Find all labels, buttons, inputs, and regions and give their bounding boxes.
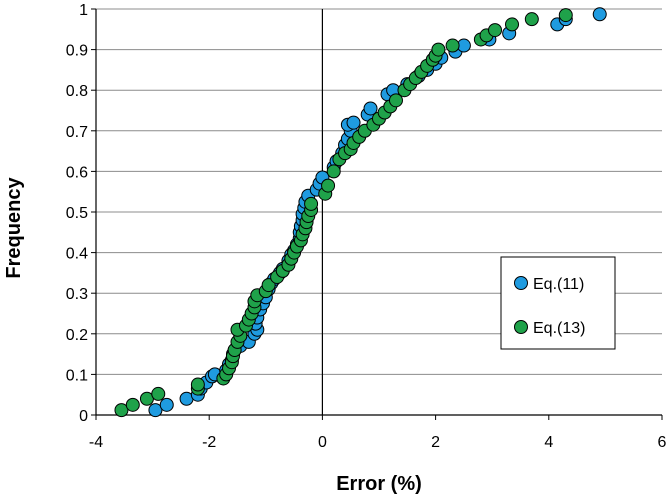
data-point	[488, 23, 503, 38]
y-tick-label: 0.9	[66, 43, 88, 60]
data-point	[346, 115, 361, 130]
data-point	[148, 403, 163, 418]
data-point	[388, 93, 403, 108]
y-tick-label: 1	[79, 2, 88, 19]
data-point	[159, 397, 174, 412]
axes	[91, 8, 663, 420]
data-points	[114, 7, 607, 418]
data-point	[445, 38, 460, 53]
data-point	[326, 164, 341, 179]
series-eq13	[114, 8, 573, 418]
data-point	[558, 8, 573, 23]
data-point	[304, 196, 319, 211]
x-tick-label: 0	[318, 434, 327, 451]
y-tick-label: 0.6	[66, 164, 88, 181]
y-tick-label: 0	[79, 408, 88, 425]
legend: Eq.(11) Eq.(13)	[500, 256, 616, 350]
legend-label-eq13: Eq.(13)	[533, 320, 585, 337]
x-tick-label: 2	[431, 434, 440, 451]
data-point	[190, 377, 205, 392]
x-tick-label: -2	[202, 434, 216, 451]
tick-labels: 0 0.1 0.2 0.3 0.4 0.5 0.6 0.7 0.8 0.9 1 -4 -2 0 2 4 6	[66, 2, 667, 451]
y-tick-label: 0.5	[66, 205, 88, 222]
data-point	[505, 17, 520, 32]
y-tick-label: 0.3	[66, 286, 88, 303]
data-point	[524, 12, 539, 27]
data-point	[321, 178, 336, 193]
x-axis-title: Error (%)	[336, 473, 422, 495]
data-point	[592, 7, 607, 22]
data-point	[125, 397, 140, 412]
legend-marker-eq11	[514, 276, 528, 290]
data-point	[151, 386, 166, 401]
y-tick-label: 0.1	[66, 367, 88, 384]
x-tick-label: -4	[89, 434, 103, 451]
data-point	[114, 403, 129, 418]
y-tick-label: 0.2	[66, 327, 88, 344]
y-tick-label: 0.4	[66, 246, 88, 263]
legend-marker-eq13	[514, 320, 528, 334]
x-tick-label: 6	[658, 434, 667, 451]
data-point	[261, 278, 276, 293]
y-axis-title: Frequency	[3, 177, 25, 279]
legend-label-eq11: Eq.(11)	[533, 276, 584, 293]
y-tick-label: 0.7	[66, 124, 88, 141]
y-tick-label: 0.8	[66, 83, 88, 100]
data-point	[431, 42, 446, 57]
data-point	[363, 101, 378, 116]
x-tick-label: 4	[544, 434, 553, 451]
